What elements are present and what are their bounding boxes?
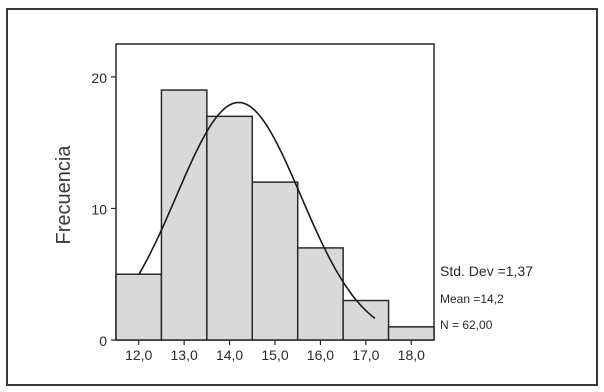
- y-axis-label: Frecuencia: [53, 145, 75, 245]
- x-tick-label: 17,0: [352, 347, 379, 363]
- x-tick-label: 14,0: [216, 347, 243, 363]
- normal-curve: [138, 101, 376, 320]
- histogram-bar-2: [206, 115, 254, 341]
- y-tick-label: 20: [91, 70, 107, 86]
- n-label: N = 62,00: [440, 318, 493, 332]
- mean-label: Mean =14,2: [440, 292, 504, 306]
- histogram-bar-1: [160, 89, 208, 341]
- histogram-bar-3: [251, 181, 299, 341]
- x-tick-label: 12,0: [125, 347, 152, 363]
- y-tick-label: 0: [99, 333, 107, 349]
- x-tick-label: 18,0: [398, 347, 425, 363]
- histogram-bar-5: [342, 299, 390, 341]
- x-tick-label: 16,0: [307, 347, 334, 363]
- x-tick-label: 15,0: [261, 347, 288, 363]
- std-dev-label: Std. Dev =1,37: [440, 263, 533, 279]
- histogram-bar-4: [296, 247, 344, 341]
- y-tick-label: 10: [91, 201, 107, 217]
- histogram-bar-0: [115, 273, 163, 341]
- x-tick-label: 13,0: [171, 347, 198, 363]
- histogram-bar-6: [387, 326, 435, 341]
